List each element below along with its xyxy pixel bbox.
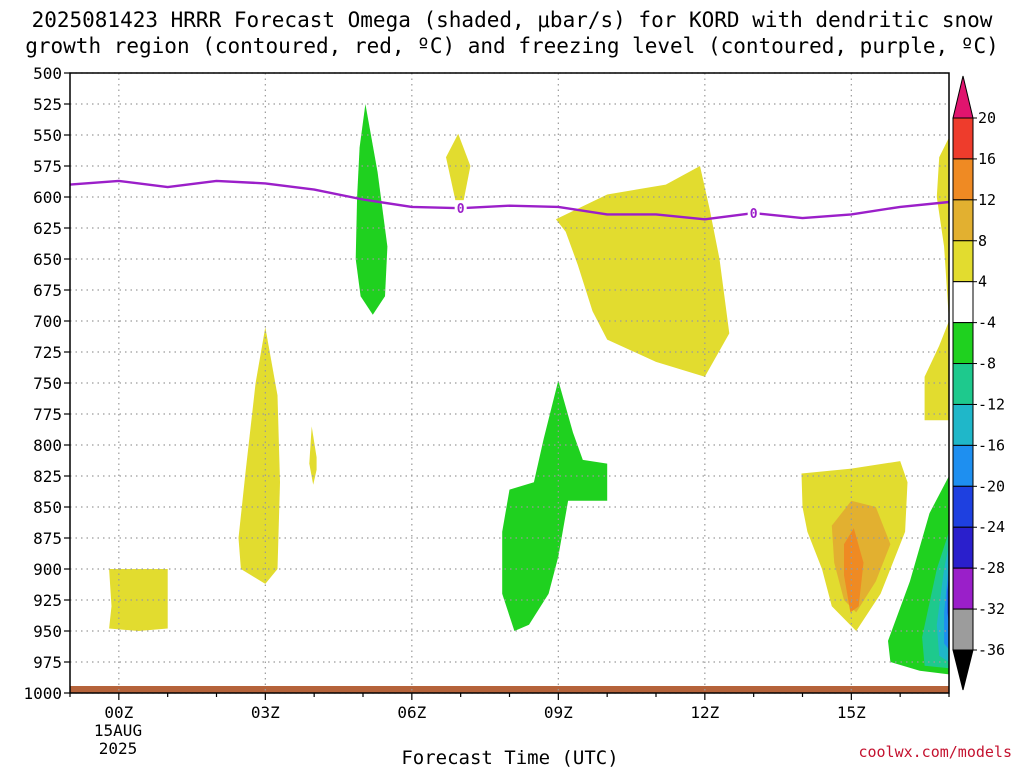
- chart-title-line-2: growth region (contoured, red, ºC) and f…: [25, 34, 999, 58]
- y-tick-label: 950: [33, 622, 62, 641]
- omega-region-blue: [944, 562, 949, 650]
- colorbar-box: [952, 240, 974, 283]
- y-tick-label: 625: [33, 219, 62, 238]
- y-tick-label: 825: [33, 467, 62, 486]
- omega-region-yellow: [309, 426, 317, 485]
- colorbar-label: -12: [978, 395, 1005, 413]
- y-tick-label: 575: [33, 157, 62, 176]
- omega-region-yellow: [555, 166, 730, 377]
- colorbar-label: 16: [978, 150, 996, 168]
- omega-region-yellow: [238, 327, 280, 584]
- colorbar-label: -24: [978, 518, 1005, 536]
- x-tick-label: 15Z: [837, 703, 866, 722]
- chart-title-line-1: 2025081423 HRRR Forecast Omega (shaded, …: [32, 8, 993, 32]
- colorbar-bottom-triangle: [952, 649, 974, 691]
- credit-link[interactable]: coolwx.com/models: [858, 743, 1012, 761]
- x-tick-label: 06Z: [397, 703, 426, 722]
- omega-region-green: [355, 104, 388, 315]
- colorbar-label: -8: [978, 355, 996, 373]
- colorbar-box: [952, 281, 974, 324]
- colorbar-label: 20: [978, 109, 996, 127]
- y-tick-label: 700: [33, 312, 62, 331]
- y-tick-label: 550: [33, 126, 62, 145]
- y-tick-label: 600: [33, 188, 62, 207]
- y-tick-label: 900: [33, 560, 62, 579]
- colorbar-top-triangle: [952, 75, 974, 119]
- date-day-label: 15AUG: [94, 721, 142, 740]
- colorbar-label: 4: [978, 273, 987, 291]
- omega-region-yellow: [936, 137, 949, 321]
- colorbar-label: -20: [978, 477, 1005, 495]
- terrain-surface: [70, 686, 949, 693]
- colorbar-box: [952, 117, 974, 160]
- y-tick-label: 800: [33, 436, 62, 455]
- omega-region-yellow: [109, 569, 168, 631]
- colorbar-box: [952, 608, 974, 651]
- colorbar-label: -36: [978, 641, 1005, 659]
- colorbar-box: [952, 444, 974, 487]
- colorbar-box: [952, 485, 974, 528]
- y-tick-label: 850: [33, 498, 62, 517]
- colorbar-label: 12: [978, 191, 996, 209]
- freezing-level-contour-label: 0: [750, 207, 758, 222]
- colorbar-box: [952, 199, 974, 242]
- omega-region-yellow: [924, 321, 949, 421]
- freezing-level-contour-label: 0: [457, 202, 465, 217]
- x-tick-label: 09Z: [544, 703, 573, 722]
- colorbar: 20 16 12 8 4 -4 -8 -12 -16 -20 -24 -28 -32 -36: [952, 75, 1005, 691]
- y-tick-label: 525: [33, 95, 62, 114]
- y-tick-label: 925: [33, 591, 62, 610]
- colorbar-label: -4: [978, 314, 996, 332]
- colorbar-label: 8: [978, 232, 987, 250]
- x-axis: 00Z 03Z 06Z 09Z 12Z 15Z: [69, 693, 950, 722]
- x-tick-label: 03Z: [251, 703, 280, 722]
- colorbar-box: [952, 403, 974, 446]
- colorbar-box: [952, 567, 974, 610]
- contour-label-background: [454, 200, 467, 216]
- omega-shading: [109, 104, 949, 675]
- omega-region-green: [502, 380, 608, 631]
- contour-label-background: [747, 205, 760, 221]
- colorbar-box: [952, 158, 974, 201]
- freezing-level-line: [69, 179, 950, 221]
- omega-region-orange: [844, 528, 864, 613]
- x-axis-title: Forecast Time (UTC): [401, 747, 618, 768]
- y-tick-label: 775: [33, 405, 62, 424]
- y-tick-label: 650: [33, 250, 62, 269]
- colorbar-label: -32: [978, 600, 1005, 618]
- colorbar-box: [952, 526, 974, 569]
- colorbar-label: -16: [978, 436, 1005, 454]
- colorbar-label: -28: [978, 559, 1005, 577]
- omega-region-yellow: [446, 133, 471, 214]
- y-axis: 500 525 550 575 600 625 650 675 700 725 750 775 800 8…: [23, 64, 70, 703]
- x-tick-label: 00Z: [104, 703, 133, 722]
- y-tick-label: 975: [33, 653, 62, 672]
- y-tick-label: 675: [33, 281, 62, 300]
- colorbar-box: [952, 363, 974, 405]
- colorbar-box: [952, 322, 974, 365]
- date-year-label: 2025: [99, 739, 138, 758]
- y-tick-label: 750: [33, 374, 62, 393]
- y-tick-label: 500: [33, 64, 62, 83]
- y-tick-label: 1000: [23, 684, 62, 703]
- x-tick-label: 12Z: [690, 703, 719, 722]
- y-tick-label: 725: [33, 343, 62, 362]
- y-tick-label: 875: [33, 529, 62, 548]
